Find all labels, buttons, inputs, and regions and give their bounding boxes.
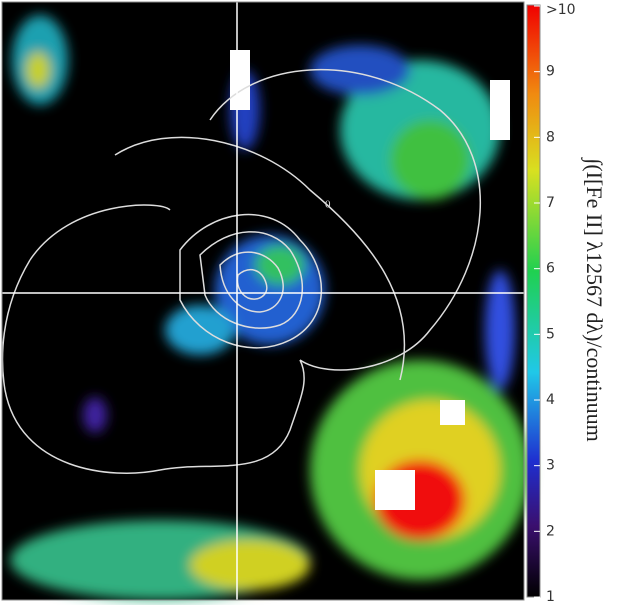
colorbar-tick-label: 1	[546, 589, 555, 605]
colorbar-tick-label: 3	[546, 458, 555, 474]
colorbar-tick-label: 6	[546, 261, 555, 277]
colorbar-tick-label: 5	[546, 326, 555, 342]
colorbar-label: ∫(I[Fe II] λ12567 dλ)/continuum	[581, 156, 607, 441]
colorbar-tick-label: 9	[546, 64, 555, 80]
colorbar-tick-label: 8	[546, 129, 555, 145]
colorbar-tick-label: 4	[546, 392, 555, 408]
colorbar-tick-label: 7	[546, 195, 555, 211]
colorbar-tick-label: >10	[546, 2, 576, 18]
contour-label: 0	[325, 199, 331, 211]
colorbar-tick-label: 2	[546, 523, 555, 539]
colorbar	[526, 4, 541, 598]
map: 0	[1, 1, 530, 601]
